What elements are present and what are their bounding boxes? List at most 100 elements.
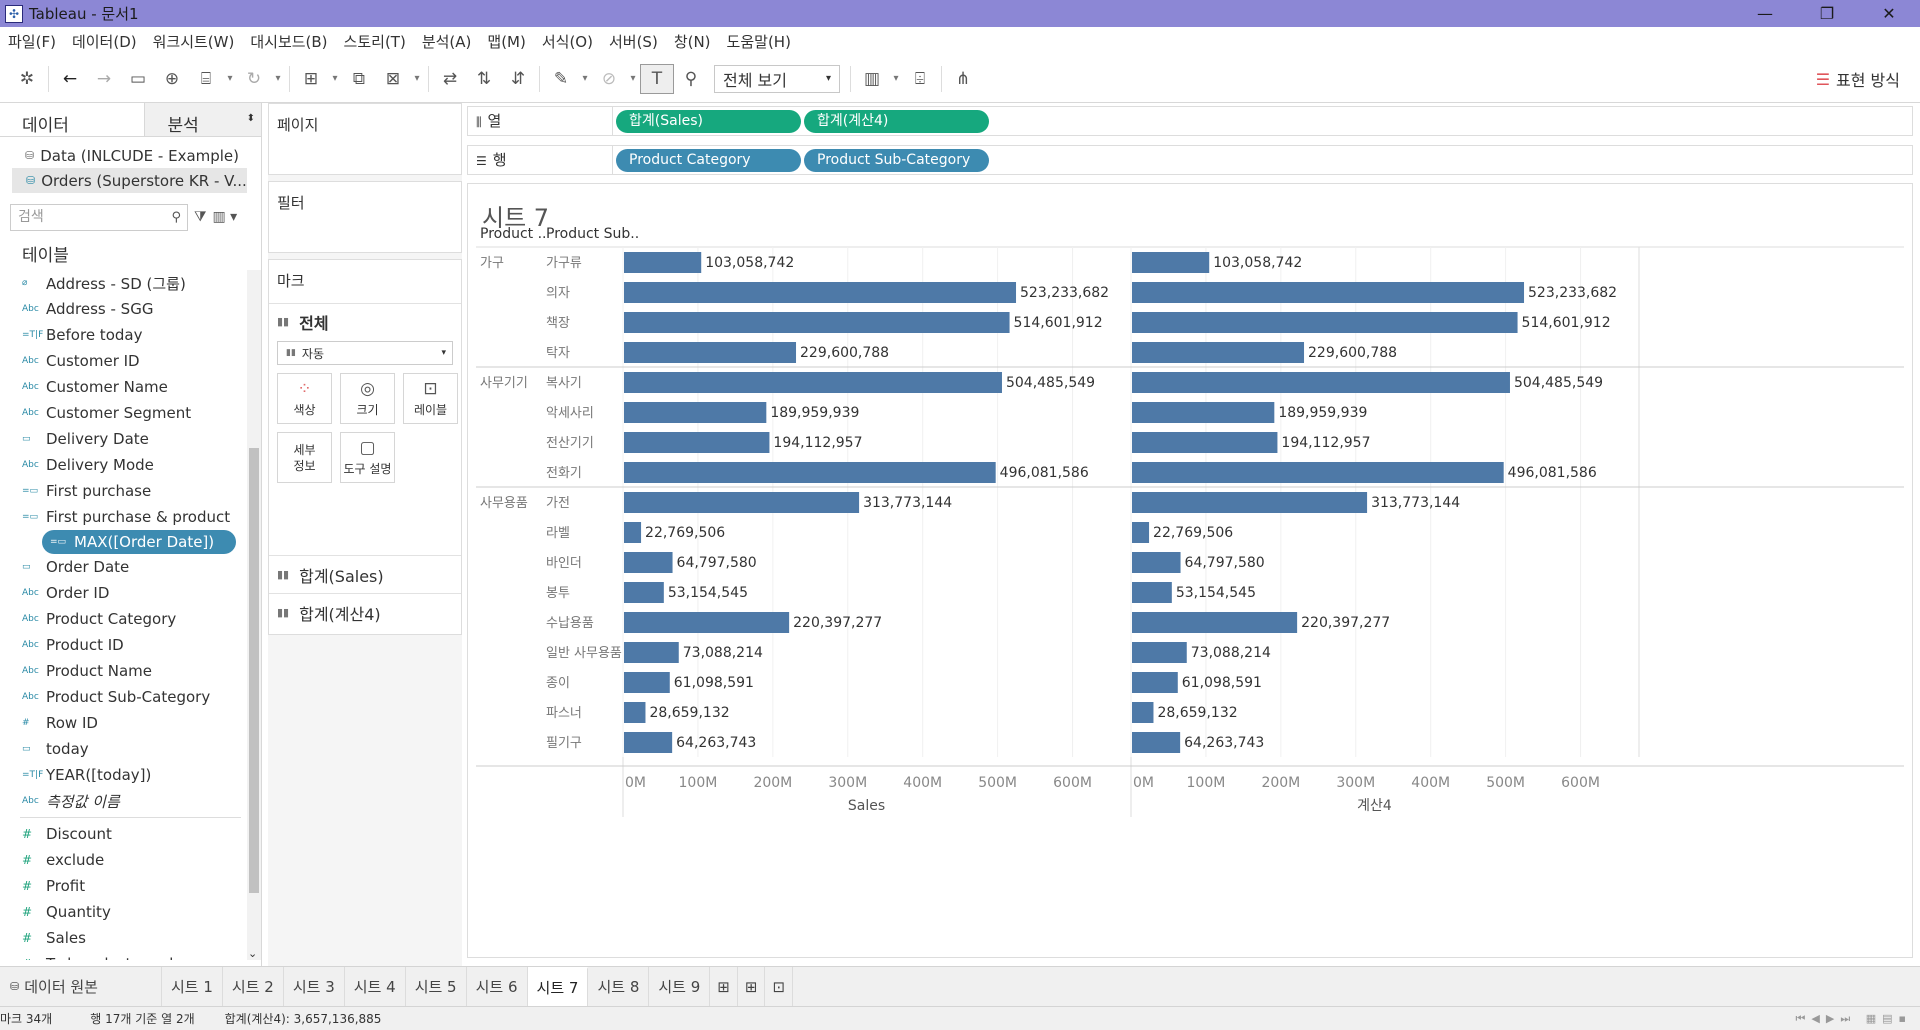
sheet-tab[interactable]: 시트 8 <box>588 966 650 1007</box>
dropdown-arrow-icon[interactable]: ▾ <box>414 73 420 84</box>
new-story-icon[interactable]: ⊡ <box>765 966 794 1007</box>
mark-type-select[interactable]: ▮▮ 자동 ▾ <box>277 341 453 365</box>
bar[interactable] <box>624 282 1017 303</box>
bar[interactable] <box>624 492 860 513</box>
field-item[interactable]: Abc Product Category <box>0 606 261 632</box>
sheet-tab[interactable]: 시트 4 <box>345 966 406 1007</box>
bar[interactable] <box>624 612 790 633</box>
bar[interactable] <box>624 342 797 363</box>
field-item[interactable]: ▭ today <box>0 736 261 762</box>
redo-icon[interactable]: → <box>96 68 112 89</box>
menu-help[interactable]: 도움말(H) <box>726 32 791 51</box>
bar[interactable] <box>624 252 702 273</box>
sheet-tab[interactable]: 시트 1 <box>162 966 223 1007</box>
sheet-tab[interactable]: 시트 6 <box>467 966 528 1007</box>
bar[interactable] <box>624 582 664 603</box>
new-worksheet-icon[interactable]: ⊞ <box>710 966 738 1007</box>
bar[interactable] <box>1132 402 1275 423</box>
field-list-scrollbar[interactable]: ⌄ <box>247 270 261 960</box>
color-button[interactable]: ⁘ 색상 <box>277 373 332 424</box>
sort-descending-icon[interactable]: ⇵ <box>510 68 526 89</box>
group-members-icon[interactable]: ⊘ <box>601 68 617 89</box>
minimize-button[interactable]: — <box>1757 4 1773 23</box>
show-cards-icon[interactable]: ▥ <box>863 68 881 89</box>
data-source-item-selected[interactable]: ⛁ Orders (Superstore KR - V... <box>12 168 247 193</box>
bar[interactable] <box>1132 492 1368 513</box>
view-options-icon[interactable]: ▥ ▾ <box>212 209 238 225</box>
field-item[interactable]: # Row ID <box>0 710 261 736</box>
menu-analysis[interactable]: 분석(A) <box>421 32 472 51</box>
bar[interactable] <box>624 522 642 543</box>
field-item[interactable]: Abc Customer Name <box>0 374 261 400</box>
dropdown-arrow-icon[interactable]: ▾ <box>582 73 588 84</box>
field-item[interactable]: Abc Product ID <box>0 632 261 658</box>
dropdown-arrow-icon[interactable]: ▾ <box>332 73 338 84</box>
restore-button[interactable]: ❐ <box>1819 4 1835 23</box>
field-item[interactable]: Abc Customer ID <box>0 348 261 374</box>
field-item[interactable]: =T|F Before today <box>0 322 261 348</box>
scrollbar-thumb[interactable] <box>249 448 259 893</box>
close-button[interactable]: ✕ <box>1882 4 1896 23</box>
sheet-tab[interactable]: 시트 2 <box>223 966 284 1007</box>
row-pill-subcategory[interactable]: Product Sub-Category <box>804 148 989 172</box>
pause-updates-icon[interactable]: ⌸ <box>200 68 212 89</box>
field-item[interactable]: Abc Product Sub-Category <box>0 684 261 710</box>
field-item[interactable]: ▭ Order Date <box>0 554 261 580</box>
field-item[interactable]: Abc Address - SGG <box>0 296 261 322</box>
bar[interactable] <box>1132 432 1278 453</box>
field-item[interactable]: =▭ First purchase <box>0 478 261 504</box>
bar[interactable] <box>624 672 670 693</box>
field-item[interactable]: # Discount <box>0 821 261 847</box>
bar[interactable] <box>624 312 1010 333</box>
data-source-tab[interactable]: ⛁ 데이터 원본 <box>0 966 162 1007</box>
fit-view-select[interactable]: 전체 보기 ▾ <box>714 64 840 93</box>
field-item[interactable]: # Sales <box>0 925 261 951</box>
bar[interactable] <box>1132 312 1518 333</box>
new-data-source-icon[interactable]: ⊕ <box>164 68 180 89</box>
save-icon[interactable]: ▭ <box>129 68 147 89</box>
menu-map[interactable]: 맵(M) <box>487 32 526 51</box>
menu-format[interactable]: 서식(O) <box>541 32 593 51</box>
search-input[interactable]: 검색 ⚲ <box>10 203 188 231</box>
field-item[interactable]: # Quantity <box>0 899 261 925</box>
tableau-home-icon[interactable]: ✲ <box>19 68 35 89</box>
sheet-tab[interactable]: 시트 9 <box>649 966 711 1007</box>
menu-data[interactable]: 데이터(D) <box>71 32 137 51</box>
clear-sheet-icon[interactable]: ⊠ <box>385 68 401 89</box>
field-item[interactable]: =▭ First purchase & product <box>0 504 261 530</box>
share-icon[interactable]: ⋔ <box>955 68 971 89</box>
bar[interactable] <box>1132 462 1504 483</box>
bar[interactable] <box>1132 582 1172 603</box>
new-worksheet-icon[interactable]: ⊞ <box>303 68 319 89</box>
duplicate-sheet-icon[interactable]: ⧉ <box>352 68 366 89</box>
field-item[interactable]: Abc Delivery Mode <box>0 452 261 478</box>
sheet-tab[interactable]: 시트 3 <box>284 966 345 1007</box>
filters-shelf[interactable]: 필터 <box>268 181 462 253</box>
columns-shelf[interactable]: ⫼ 열 합계(Sales) 합계(계산4) <box>467 106 1913 136</box>
field-item[interactable]: Abc Product Name <box>0 658 261 684</box>
data-source-item[interactable]: ⛁ Data (INLCUDE - Example) <box>0 143 261 168</box>
bar[interactable] <box>1132 342 1305 363</box>
bar[interactable] <box>624 432 770 453</box>
field-item[interactable]: # exclude <box>0 847 261 873</box>
menu-dashboard[interactable]: 대시보드(B) <box>250 32 328 51</box>
highlight-icon[interactable]: ✎ <box>553 68 569 89</box>
field-item[interactable]: Abc Order ID <box>0 580 261 606</box>
sheet-tab[interactable]: 시트 5 <box>406 966 467 1007</box>
menu-server[interactable]: 서버(S) <box>608 32 658 51</box>
fix-axes-icon[interactable]: ⚲ <box>684 68 698 89</box>
menu-file[interactable]: 파일(F) <box>8 32 56 51</box>
dropdown-arrow-icon[interactable]: ▾ <box>630 73 636 84</box>
bar[interactable] <box>1132 642 1187 663</box>
dropdown-arrow-icon[interactable]: ▾ <box>275 73 281 84</box>
row-pill-category[interactable]: Product Category <box>616 148 801 172</box>
bar[interactable] <box>624 462 996 483</box>
field-item[interactable]: # Profit <box>0 873 261 899</box>
bar[interactable] <box>1132 612 1298 633</box>
sort-ascending-icon[interactable]: ⇅ <box>476 68 492 89</box>
bar[interactable] <box>1132 282 1525 303</box>
sheet-tab[interactable]: 시트 7 <box>527 966 589 1007</box>
field-item[interactable]: Abc Customer Segment <box>0 400 261 426</box>
scroll-down-icon[interactable]: ⌄ <box>248 947 258 960</box>
bar[interactable] <box>1132 252 1210 273</box>
